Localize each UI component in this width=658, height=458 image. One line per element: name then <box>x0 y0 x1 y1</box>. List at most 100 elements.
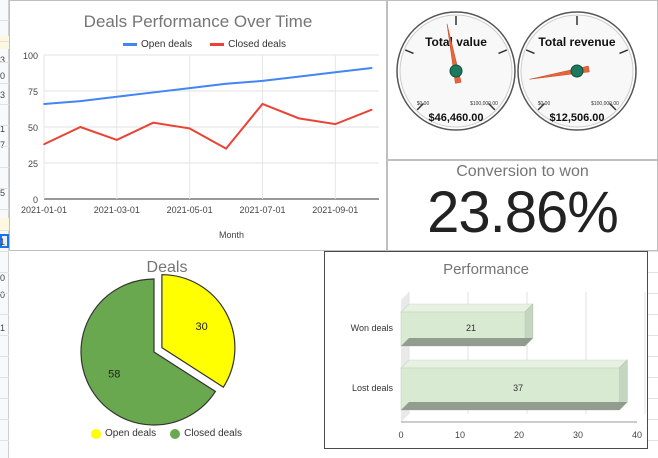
row-number: 1 <box>0 237 6 247</box>
gauge-hub <box>449 64 463 78</box>
row-number: 5 <box>0 188 6 198</box>
x-axis-label: Month <box>219 230 244 240</box>
data-point <box>370 67 373 69</box>
data-point <box>116 139 118 141</box>
gauge-tick <box>525 49 535 55</box>
data-point <box>152 121 155 124</box>
pie-chart-panel[interactable]: Deals 30 58 Open deals Closed deals <box>9 251 325 447</box>
legend-swatch-closed <box>170 428 181 439</box>
selected-cell[interactable] <box>0 234 9 248</box>
gauge-title: Total revenue <box>538 35 615 49</box>
bar-data-label: 37 <box>513 383 523 393</box>
row-number: 1 <box>0 124 6 134</box>
gauges-svg: Total value $0.00 $100,000.00 $46,460.00 Tot… <box>396 11 637 131</box>
pie-chart-title: Deals <box>146 259 188 276</box>
gauge-tick <box>498 49 508 55</box>
pie-slice-closed-deals <box>80 278 217 426</box>
data-point <box>43 103 45 105</box>
y-tick-label: 100 <box>23 51 38 61</box>
bar-bottom-face <box>401 402 628 410</box>
row-number: 1 <box>0 323 6 333</box>
gauge-tick <box>619 49 629 55</box>
data-point <box>43 143 45 146</box>
pie-data-label: 58 <box>108 369 120 381</box>
data-point <box>225 83 227 85</box>
y-tick-label: 0 <box>33 195 38 205</box>
row-number: 0 <box>0 71 6 81</box>
x-tick-label: 2021-03-01 <box>94 205 140 215</box>
gauge-tick <box>608 102 617 111</box>
line-chart-title: Deals Performance Over Time <box>83 12 313 31</box>
gauge-max-label: $100,000.00 <box>591 101 619 107</box>
gauge-max-label: $100,000.00 <box>470 101 498 107</box>
x-tick-label: 0 <box>398 430 403 440</box>
bar-top-face <box>400 359 629 369</box>
gauge-min-label: $0.00 <box>417 101 430 107</box>
legend-swatch-closed <box>210 43 225 46</box>
y-tick-label: 75 <box>28 87 38 97</box>
legend-label-open: Open deals <box>105 428 157 439</box>
data-point <box>298 75 300 78</box>
data-point <box>334 123 337 125</box>
x-tick-label: 2021-01-01 <box>21 205 67 215</box>
gauge-min-label: $0.00 <box>538 101 551 107</box>
row-number: 0 <box>0 273 6 283</box>
pie-chart-legend: Open deals Closed deals <box>91 428 242 439</box>
series-line-open-deals <box>43 66 372 105</box>
line-chart-legend: Open deals Closed deals <box>123 39 286 50</box>
bar-chart-panel[interactable]: Performance 0 10 20 30 40 Won deals 21 Lost dea… <box>324 251 648 449</box>
x-tick-label: 2021-09-01 <box>312 205 358 215</box>
x-tick-label: 2021-07-01 <box>239 205 285 215</box>
gauge-title: Total value <box>425 35 487 49</box>
row-number: 7 <box>0 140 6 150</box>
line-chart-plot: 0 25 50 75 100 2021-01-01 2021-03-01 2021-05-01… <box>21 51 379 240</box>
pie-data-label: 30 <box>195 321 207 333</box>
pie-chart-plot: 30 58 <box>80 274 236 426</box>
data-point <box>79 126 82 128</box>
data-point <box>334 71 337 74</box>
data-point <box>79 100 82 102</box>
x-tick-label: 10 <box>455 430 465 440</box>
gauge-value: $12,506.00 <box>549 112 604 124</box>
x-tick-label: 30 <box>573 430 583 440</box>
legend-label-closed: Closed deals <box>184 428 242 439</box>
legend-label-open: Open deals <box>141 39 193 50</box>
gauge-tick <box>537 102 546 111</box>
series-line-closed-deals <box>43 102 373 150</box>
y-tick-label: 50 <box>28 123 38 133</box>
legend-label-closed: Closed deals <box>228 39 286 50</box>
x-tick-label: 2021-05-01 <box>167 205 213 215</box>
scorecard-panel[interactable]: Conversion to won 23.86% <box>387 160 658 251</box>
y-category-label: Won deals <box>351 323 394 333</box>
data-point <box>261 103 264 105</box>
data-point <box>188 87 191 89</box>
data-point <box>116 95 118 98</box>
row-highlight <box>0 36 9 49</box>
gauges-panel[interactable]: Total value $0.00 $100,000.00 $46,460.00 Tot… <box>387 0 658 160</box>
row-number: 0 <box>0 290 6 300</box>
legend-swatch-open <box>123 43 137 46</box>
y-category-label: Lost deals <box>352 383 394 393</box>
bar-bottom-face <box>401 338 533 346</box>
line-chart-panel[interactable]: Deals Performance Over Time Open deals C… <box>9 0 387 251</box>
x-tick-label: 40 <box>632 430 642 440</box>
row-number: 3 <box>0 55 6 65</box>
gauge-value: $46,460.00 <box>428 112 483 124</box>
gauge-hub <box>570 64 584 78</box>
gauge-tick <box>487 102 496 111</box>
scorecard-value: 23.86% <box>427 180 619 245</box>
pie-slice-open-deals <box>161 274 236 388</box>
data-point <box>188 127 191 130</box>
bar-data-label: 21 <box>466 323 476 333</box>
legend-swatch-open <box>91 428 101 439</box>
data-point <box>261 80 264 82</box>
row-number: 3 <box>0 90 6 100</box>
data-point <box>370 108 373 111</box>
gauge-tick <box>404 49 414 55</box>
bar-chart-plot: 0 10 20 30 40 Won deals 21 Lost deals 37 <box>351 292 646 440</box>
data-point <box>225 147 227 150</box>
y-tick-label: 25 <box>28 159 38 169</box>
data-point <box>152 91 155 94</box>
gauge-tick <box>416 102 425 111</box>
